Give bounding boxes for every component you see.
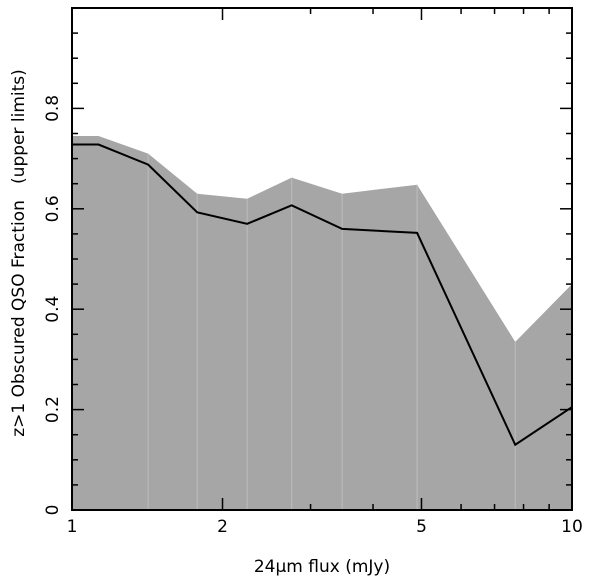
x-axis-label: 24μm flux (mJy)	[254, 557, 390, 577]
fraction-line	[72, 143, 573, 447]
y-tick-label: 0	[43, 505, 63, 516]
x-tick-label: 1	[67, 517, 78, 537]
x-tick-label: 10	[561, 517, 583, 537]
x-tick-label: 5	[416, 517, 427, 537]
upper-limit-band	[72, 136, 572, 510]
plot-area	[72, 136, 573, 510]
y-axis-label: z>1 Obscured QSO Fraction (upper limits)	[9, 69, 29, 437]
y-tick-label: 0.4	[43, 296, 63, 323]
y-tick-label: 0.6	[43, 195, 63, 222]
y-tick-label: 0.2	[43, 396, 63, 423]
y-tick-label: 0.8	[43, 95, 63, 122]
x-tick-label: 2	[217, 517, 228, 537]
axis-ticks: 1 2 5 10 0 0.2 0.4 0.6 0.8	[43, 8, 583, 537]
